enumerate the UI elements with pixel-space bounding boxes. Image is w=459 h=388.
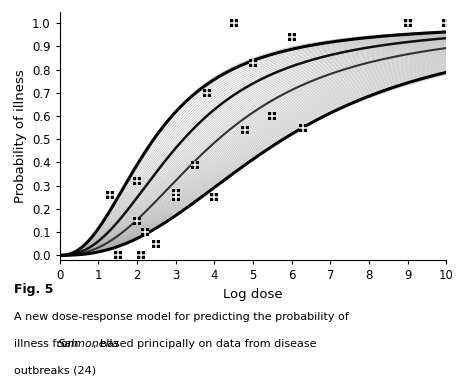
Point — [106, 192, 113, 198]
Point — [141, 229, 148, 235]
Point — [249, 60, 256, 66]
Point — [172, 190, 179, 196]
Point — [133, 178, 140, 184]
Y-axis label: Probability of illness: Probability of illness — [14, 69, 27, 203]
Text: Salmonella: Salmonella — [57, 339, 119, 349]
Point — [249, 60, 256, 66]
Point — [442, 20, 449, 26]
Point — [202, 90, 210, 96]
Text: Fig. 5: Fig. 5 — [14, 283, 53, 296]
Point — [287, 34, 295, 40]
Point — [172, 190, 179, 196]
Point — [152, 241, 160, 247]
Point — [403, 20, 410, 26]
Point — [141, 229, 148, 235]
Point — [133, 178, 140, 184]
Point — [287, 34, 295, 40]
Point — [210, 194, 218, 201]
Point — [403, 20, 410, 26]
Point — [230, 20, 237, 26]
Text: illness from: illness from — [14, 339, 82, 349]
Point — [114, 252, 121, 258]
Point — [191, 162, 198, 168]
Point — [133, 217, 140, 223]
Point — [268, 113, 275, 119]
Point — [172, 194, 179, 201]
Point — [172, 194, 179, 201]
Point — [299, 125, 306, 131]
Point — [152, 241, 160, 247]
Text: A new dose-response model for predicting the probability of: A new dose-response model for predicting… — [14, 312, 348, 322]
Point — [241, 127, 248, 133]
Point — [299, 125, 306, 131]
X-axis label: Log dose: Log dose — [223, 288, 282, 301]
Point — [202, 90, 210, 96]
Point — [191, 162, 198, 168]
Point — [268, 113, 275, 119]
Point — [241, 127, 248, 133]
Point — [210, 194, 218, 201]
Text: outbreaks (24): outbreaks (24) — [14, 365, 96, 375]
Text: , based principally on data from disease: , based principally on data from disease — [93, 339, 316, 349]
Point — [106, 192, 113, 198]
Point — [137, 252, 144, 258]
Point — [442, 20, 449, 26]
Point — [114, 252, 121, 258]
Point — [137, 252, 144, 258]
Point — [133, 217, 140, 223]
Point — [230, 20, 237, 26]
